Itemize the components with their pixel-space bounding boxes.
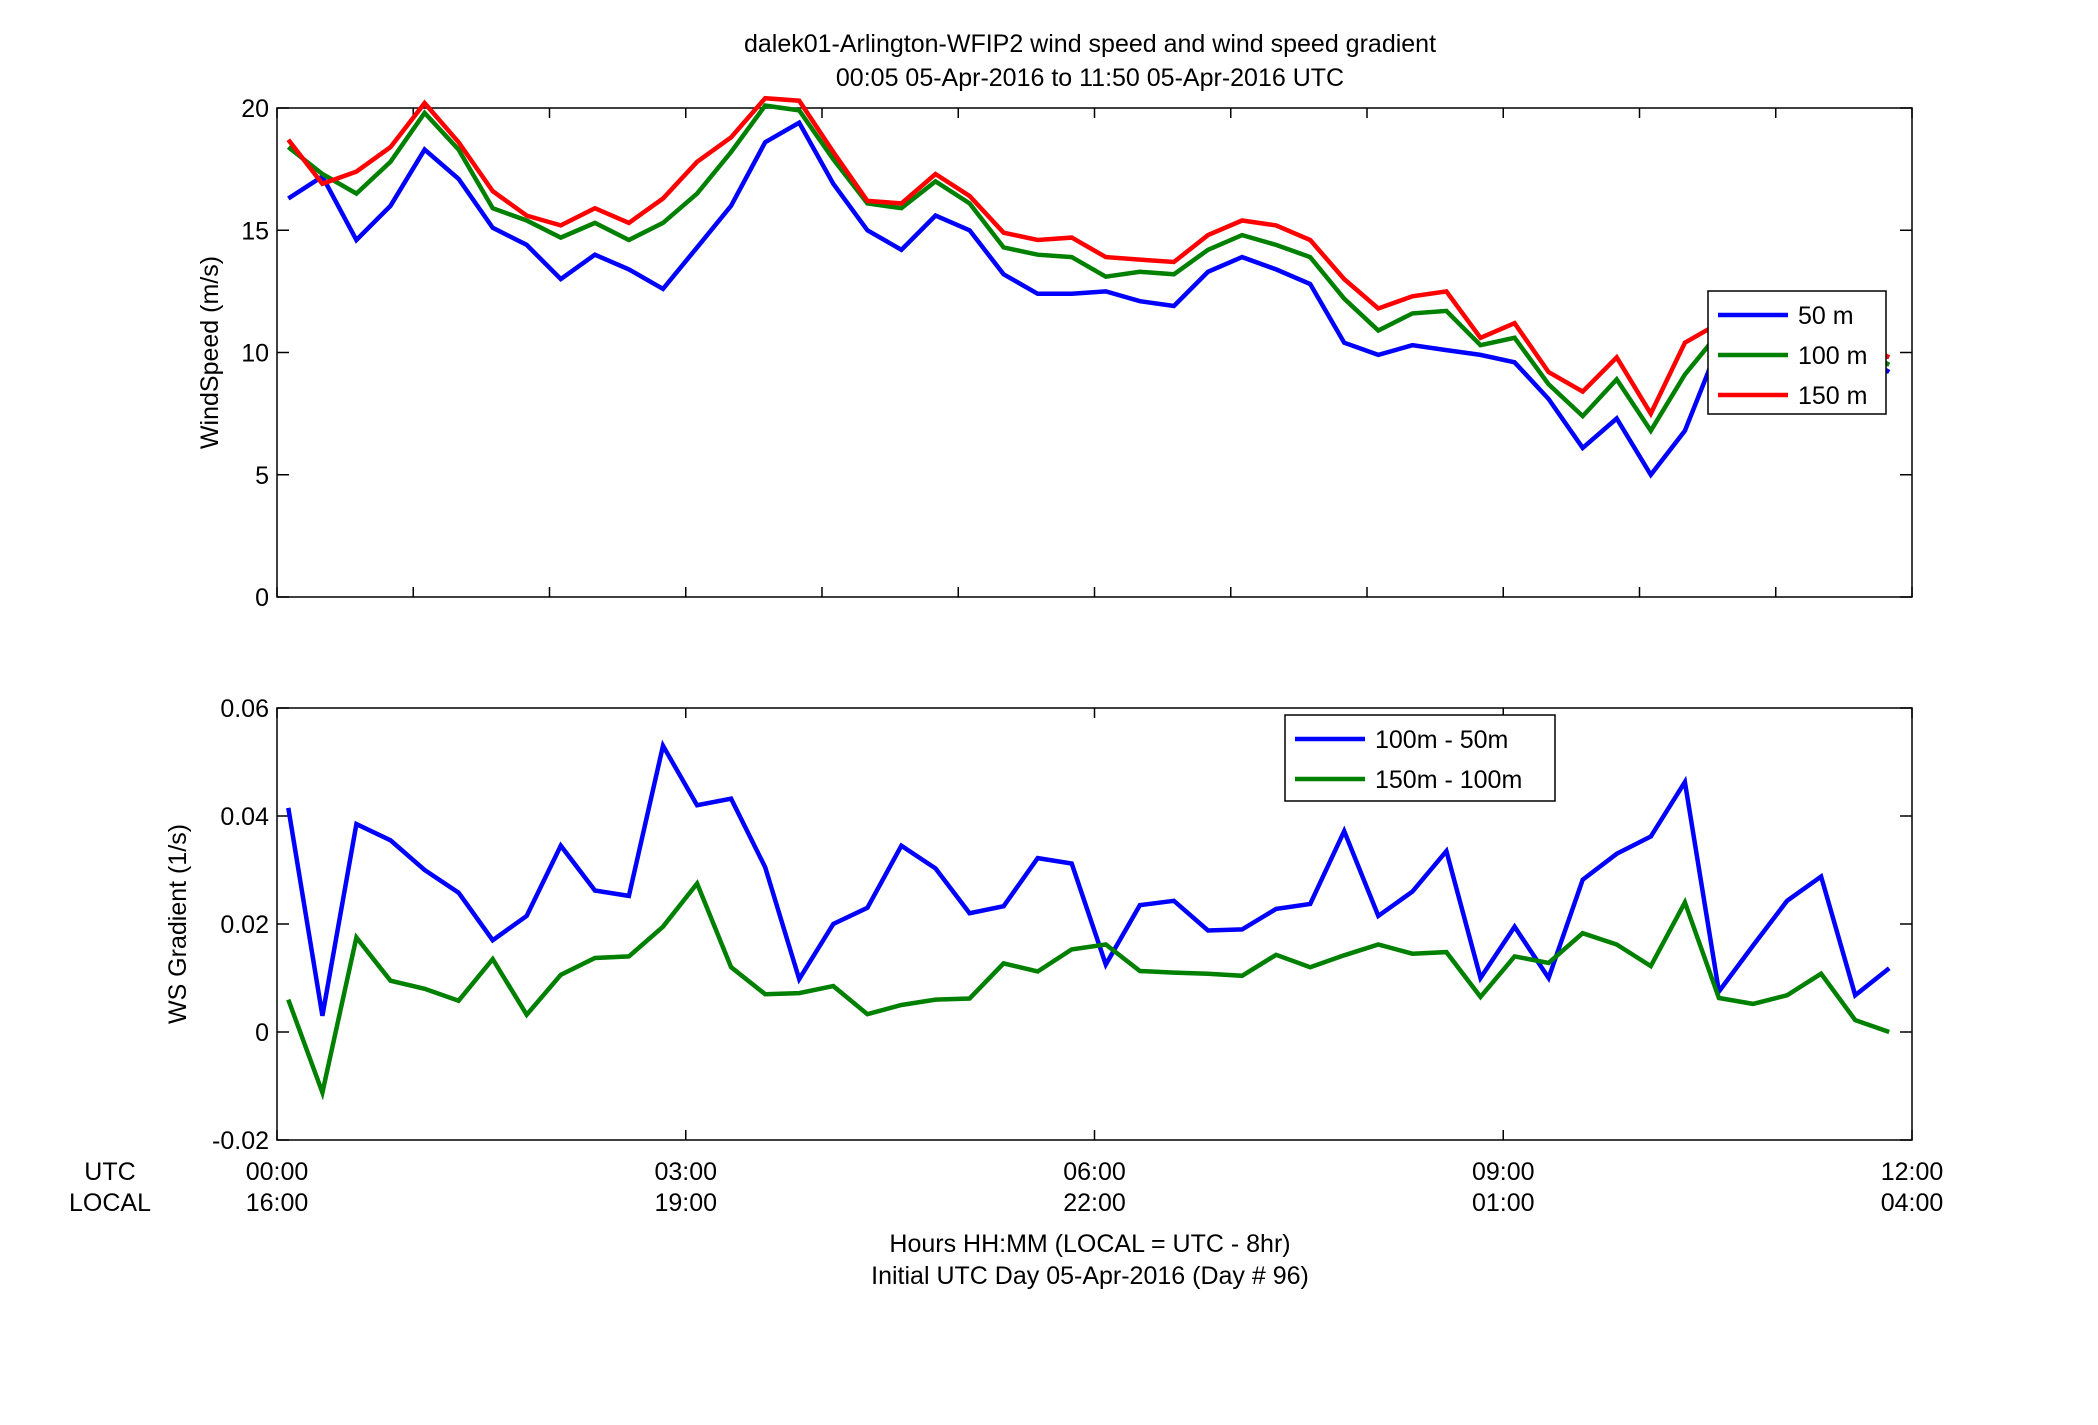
windspeed-y-tick-label: 20 — [241, 95, 269, 123]
gradient-legend-label-100m-50m: 100m - 50m — [1375, 726, 1508, 754]
x-axis-label-line1: Hours HH:MM (LOCAL = UTC - 8hr) — [889, 1230, 1290, 1258]
local-row-label: LOCAL — [69, 1189, 151, 1217]
windspeed-plot-frame — [276, 107, 1913, 598]
utc-tick-label: 09:00 — [1472, 1158, 1535, 1186]
gradient-y-tick-label: 0.06 — [220, 695, 269, 723]
utc-tick-label: 00:00 — [246, 1158, 309, 1186]
local-tick-label: 01:00 — [1472, 1189, 1535, 1217]
windspeed-y-tick-label: 15 — [241, 217, 269, 245]
gradient-legend: 100m - 50m 150m - 100m — [1284, 714, 1556, 802]
windspeed-legend-label-150-m: 150 m — [1798, 382, 1867, 410]
gradient-y-tick-label: 0 — [255, 1019, 269, 1047]
gradient-y-axis-label: WS Gradient (1/s) — [164, 824, 192, 1024]
chart-title-line2: 00:05 05-Apr-2016 to 11:50 05-Apr-2016 U… — [836, 64, 1344, 92]
utc-tick-labels: 00:00 03:00 06:00 09:00 12:00 — [246, 1158, 1944, 1186]
x-axis-label-line2: Initial UTC Day 05-Apr-2016 (Day # 96) — [871, 1262, 1309, 1290]
utc-tick-label: 03:00 — [654, 1158, 717, 1186]
local-tick-label: 22:00 — [1063, 1189, 1126, 1217]
windspeed-legend: 50 m 100 m 150 m — [1707, 290, 1887, 415]
windspeed-y-tick-label: 5 — [255, 462, 269, 490]
windspeed-series-100-m — [286, 103, 1891, 435]
local-tick-label: 04:00 — [1881, 1189, 1944, 1217]
windspeed-series-150-m — [286, 95, 1891, 419]
windspeed-y-axis-label: WindSpeed (m/s) — [196, 256, 224, 449]
utc-tick-label: 06:00 — [1063, 1158, 1126, 1186]
utc-tick-label: 12:00 — [1881, 1158, 1944, 1186]
windspeed-legend-label-50-m: 50 m — [1798, 302, 1854, 330]
chart-title-line1: dalek01-Arlington-WFIP2 wind speed and w… — [744, 30, 1436, 58]
local-tick-label: 16:00 — [246, 1189, 309, 1217]
gradient-y-tick-label: 0.04 — [220, 803, 269, 831]
local-tick-label: 19:00 — [654, 1189, 717, 1217]
windspeed-panel: 0 5 10 15 20 WindSpeed (m/s) 50 m 100 m 150 m — [196, 95, 1913, 612]
gradient-y-tick-label: -0.02 — [212, 1127, 269, 1155]
windspeed-legend-label-100-m: 100 m — [1798, 342, 1867, 370]
gradient-y-tick-label: 0.02 — [220, 911, 269, 939]
gradient-legend-box — [1284, 714, 1556, 802]
local-tick-labels: 16:00 19:00 22:00 01:00 04:00 — [246, 1189, 1944, 1217]
windspeed-series-50-m — [287, 119, 1891, 479]
windspeed-y-tick-label: 0 — [255, 584, 269, 612]
utc-row-label: UTC — [84, 1158, 135, 1186]
gradient-panel: -0.02 0 0.02 0.04 0.06 WS Gradient (1/s) 100m … — [164, 695, 1913, 1155]
windspeed-y-tick-label: 10 — [241, 340, 269, 368]
gradient-series-100m-50m — [286, 739, 1891, 1017]
gradient-legend-label-150m-100m: 150m - 100m — [1375, 766, 1522, 794]
gradient-series-150m-100m — [286, 879, 1890, 1101]
